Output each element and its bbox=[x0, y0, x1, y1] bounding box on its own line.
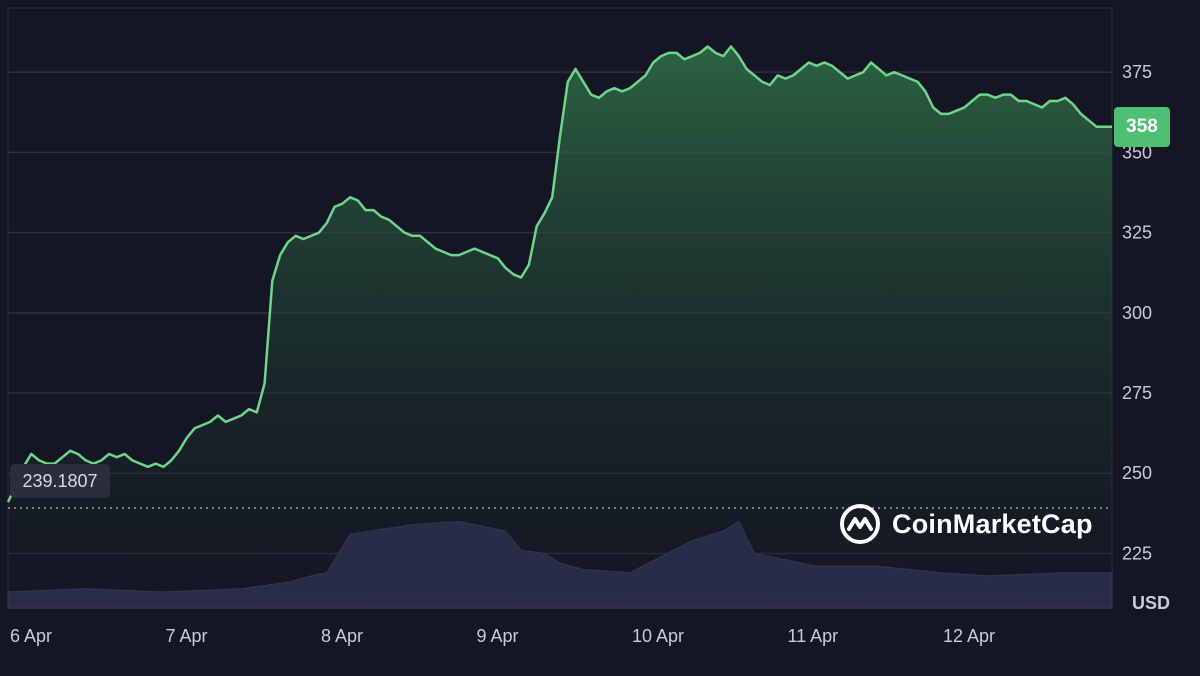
y-tick-label: 325 bbox=[1122, 223, 1152, 243]
y-tick-label: 375 bbox=[1122, 62, 1152, 82]
x-tick-label: 11 Apr bbox=[787, 626, 838, 646]
x-tick-label: 12 Apr bbox=[943, 626, 995, 646]
price-area-fill bbox=[8, 46, 1112, 608]
brand-name: CoinMarketCap bbox=[892, 508, 1093, 539]
x-tick-label: 6 Apr bbox=[10, 626, 52, 646]
y-tick-label: 350 bbox=[1122, 142, 1152, 162]
reference-price-badge: 239.1807 bbox=[10, 464, 110, 498]
unit-label: USD bbox=[1132, 593, 1170, 613]
y-tick-label: 275 bbox=[1122, 383, 1152, 403]
x-tick-label: 8 Apr bbox=[321, 626, 363, 646]
current-price-badge: 358 bbox=[1114, 107, 1170, 147]
y-tick-label: 225 bbox=[1122, 543, 1152, 563]
y-tick-label: 250 bbox=[1122, 463, 1152, 483]
price-line bbox=[6, 45, 1112, 503]
coinmarketcap-watermark: CoinMarketCap bbox=[838, 502, 1093, 546]
x-tick-label: 10 Apr bbox=[632, 626, 684, 646]
x-tick-label: 7 Apr bbox=[165, 626, 207, 646]
coinmarketcap-logo-icon bbox=[840, 504, 880, 544]
y-tick-label: 300 bbox=[1122, 303, 1152, 323]
x-tick-label: 9 Apr bbox=[476, 626, 518, 646]
